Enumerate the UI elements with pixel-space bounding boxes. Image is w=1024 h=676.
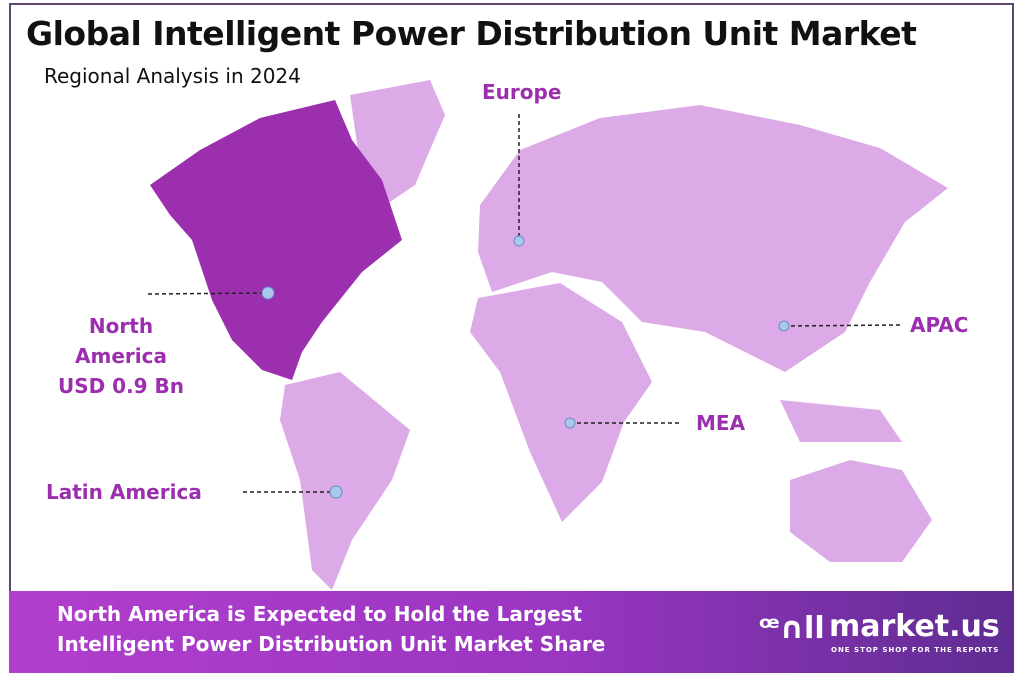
logo-mark-icon: ꟹ∩ll xyxy=(759,611,825,646)
footer-text: North America is Expected to Hold the La… xyxy=(57,599,605,659)
label-apac: APAC xyxy=(910,313,969,337)
mea-marker xyxy=(564,417,576,429)
label-latin-america: Latin America xyxy=(46,480,202,504)
label-na-line2: America xyxy=(75,344,167,368)
page-title: Global Intelligent Power Distribution Un… xyxy=(26,14,917,53)
latam-marker xyxy=(329,485,343,499)
logo-tagline: ONE STOP SHOP FOR THE REPORTS xyxy=(831,646,1000,654)
region-indonesia xyxy=(780,400,902,442)
na-leader-line xyxy=(147,292,269,295)
apac-leader-line xyxy=(783,324,901,327)
region-australia xyxy=(790,460,932,562)
na-marker xyxy=(261,286,275,300)
label-europe: Europe xyxy=(482,80,562,104)
label-na-line1: North xyxy=(88,314,154,338)
footer-banner: North America is Expected to Hold the La… xyxy=(9,591,1014,673)
region-africa xyxy=(470,283,652,522)
logo-name: market.us xyxy=(829,609,1000,644)
label-na-value: USD 0.9 Bn xyxy=(57,374,185,398)
region-europe-asia xyxy=(478,105,948,372)
frame xyxy=(9,3,1014,591)
footer-line1: North America is Expected to Hold the La… xyxy=(57,602,583,626)
region-north-america xyxy=(150,100,402,380)
label-mea: MEA xyxy=(696,411,746,435)
footer-line2: Intelligent Power Distribution Unit Mark… xyxy=(57,632,606,656)
label-north-america: North America USD 0.9 Bn xyxy=(56,311,186,401)
page-subtitle: Regional Analysis in 2024 xyxy=(44,64,301,88)
europe-marker xyxy=(513,235,525,247)
region-latin-america xyxy=(280,372,410,590)
apac-marker xyxy=(778,320,790,332)
